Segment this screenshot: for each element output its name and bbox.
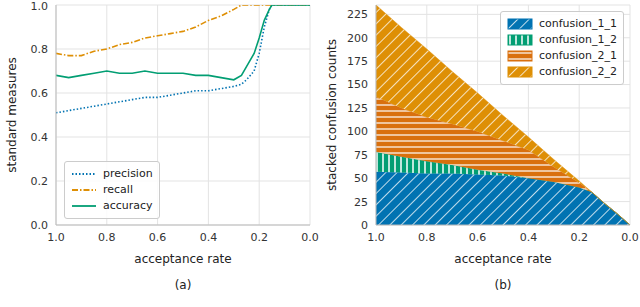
svg-text:0.4: 0.4 bbox=[31, 131, 49, 144]
html-text:precision: precision bbox=[103, 167, 153, 180]
html-text:confusion_1_2: confusion_1_2 bbox=[538, 33, 617, 46]
svg-text:0.2: 0.2 bbox=[31, 175, 49, 188]
svg-text:150: 150 bbox=[347, 78, 368, 91]
svg-text:0.2: 0.2 bbox=[250, 231, 268, 244]
svg-text:0.0: 0.0 bbox=[31, 219, 49, 232]
html-text:confusion_1_1: confusion_1_1 bbox=[538, 17, 617, 30]
svg-text:200: 200 bbox=[347, 32, 368, 45]
svg-text:0.4: 0.4 bbox=[520, 231, 538, 244]
svg-text:0.2: 0.2 bbox=[570, 231, 588, 244]
svg-text:0: 0 bbox=[361, 219, 368, 232]
svg-text:50: 50 bbox=[354, 172, 368, 185]
svg-text:75: 75 bbox=[354, 149, 368, 162]
svg-text:0.8: 0.8 bbox=[418, 231, 436, 244]
svg-text:225: 225 bbox=[347, 8, 368, 21]
svg-text:0.6: 0.6 bbox=[31, 87, 49, 100]
svg-text:acceptance rate: acceptance rate bbox=[134, 252, 231, 266]
svg-text:0.6: 0.6 bbox=[149, 231, 167, 244]
svg-text:0.4: 0.4 bbox=[200, 231, 218, 244]
svg-text:0.0: 0.0 bbox=[621, 231, 632, 244]
svg-text:stacked confusion counts: stacked confusion counts bbox=[325, 39, 339, 191]
svg-text:acceptance rate: acceptance rate bbox=[454, 252, 551, 266]
svg-text:0.8: 0.8 bbox=[31, 43, 49, 56]
svg-text:175: 175 bbox=[347, 55, 368, 68]
svg-text:100: 100 bbox=[347, 125, 368, 138]
html-text:accuracy: accuracy bbox=[103, 199, 153, 212]
html-text:confusion_2_2: confusion_2_2 bbox=[538, 65, 617, 78]
svg-text:0.6: 0.6 bbox=[469, 231, 487, 244]
html-text:recall: recall bbox=[103, 183, 133, 196]
svg-text:25: 25 bbox=[354, 196, 368, 209]
svg-text:1.0: 1.0 bbox=[47, 231, 65, 244]
svg-text:standard measures: standard measures bbox=[8, 57, 19, 173]
html-text:confusion_2_1: confusion_2_1 bbox=[538, 49, 617, 62]
svg-text:0.0: 0.0 bbox=[301, 231, 319, 244]
svg-text:1.0: 1.0 bbox=[31, 0, 49, 13]
svg-text:0.8: 0.8 bbox=[98, 231, 116, 244]
svg-text:1.0: 1.0 bbox=[367, 231, 385, 244]
html-text:(a): (a) bbox=[174, 278, 192, 292]
html-text:(b): (b) bbox=[494, 278, 512, 292]
svg-text:125: 125 bbox=[347, 102, 368, 115]
